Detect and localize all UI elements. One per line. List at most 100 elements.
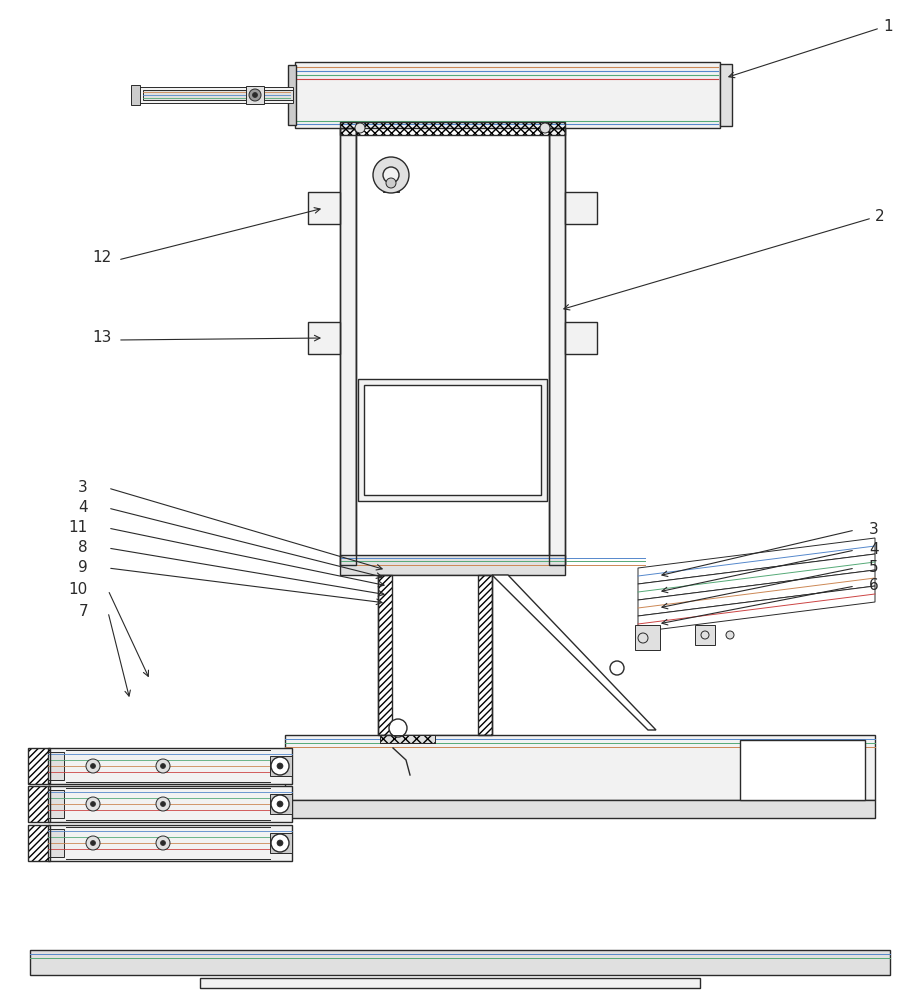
Circle shape xyxy=(156,797,170,811)
Bar xyxy=(380,735,435,743)
Bar xyxy=(48,752,64,780)
Bar xyxy=(135,87,292,103)
Bar xyxy=(564,322,596,354)
Circle shape xyxy=(277,801,283,807)
Text: 10: 10 xyxy=(69,582,88,597)
Circle shape xyxy=(90,801,96,806)
Bar xyxy=(634,625,659,650)
Bar xyxy=(720,64,732,126)
Circle shape xyxy=(389,719,406,737)
Circle shape xyxy=(271,757,289,775)
Circle shape xyxy=(90,840,96,845)
Bar xyxy=(357,379,547,501)
Bar xyxy=(380,735,435,743)
Circle shape xyxy=(85,797,100,811)
Bar xyxy=(295,62,720,128)
Circle shape xyxy=(85,836,100,850)
Polygon shape xyxy=(637,554,874,600)
Circle shape xyxy=(160,764,165,768)
Circle shape xyxy=(271,795,289,813)
Bar xyxy=(48,829,64,857)
Circle shape xyxy=(700,631,709,639)
Circle shape xyxy=(372,157,409,193)
Bar xyxy=(28,786,50,822)
Circle shape xyxy=(355,123,365,133)
Bar xyxy=(378,575,391,735)
Circle shape xyxy=(160,801,165,806)
Bar xyxy=(199,978,699,988)
Bar xyxy=(364,385,540,495)
Bar xyxy=(130,85,140,105)
Bar xyxy=(28,825,50,861)
Bar xyxy=(48,748,291,784)
Circle shape xyxy=(90,764,96,768)
Circle shape xyxy=(386,178,395,188)
Bar xyxy=(308,192,340,224)
Text: 13: 13 xyxy=(93,330,112,346)
Circle shape xyxy=(249,89,261,101)
Bar xyxy=(382,170,399,192)
Bar xyxy=(549,128,564,565)
Bar xyxy=(478,575,492,735)
Text: 9: 9 xyxy=(78,560,88,576)
Bar xyxy=(245,86,264,104)
Circle shape xyxy=(277,763,283,769)
Text: 8: 8 xyxy=(78,540,88,556)
Bar xyxy=(378,575,391,735)
Bar xyxy=(340,128,356,565)
Bar xyxy=(340,555,564,575)
Circle shape xyxy=(156,836,170,850)
Bar xyxy=(308,322,340,354)
Circle shape xyxy=(637,633,647,643)
Bar xyxy=(739,740,864,800)
Bar xyxy=(28,786,50,822)
Bar xyxy=(28,825,50,861)
Text: 5: 5 xyxy=(868,560,878,576)
Text: 3: 3 xyxy=(868,522,878,538)
Bar xyxy=(380,735,435,743)
Bar xyxy=(269,794,291,814)
Bar xyxy=(549,128,564,565)
Circle shape xyxy=(609,661,623,675)
Bar xyxy=(285,800,874,818)
Bar xyxy=(269,833,291,853)
Bar xyxy=(356,128,549,565)
Bar xyxy=(478,575,492,735)
Bar xyxy=(340,122,564,135)
Polygon shape xyxy=(637,586,874,632)
Bar xyxy=(340,122,564,135)
Circle shape xyxy=(160,840,165,845)
Circle shape xyxy=(85,759,100,773)
Circle shape xyxy=(725,631,733,639)
Polygon shape xyxy=(637,538,874,584)
Circle shape xyxy=(539,123,550,133)
Bar xyxy=(142,90,292,100)
Bar xyxy=(30,950,889,975)
Text: 12: 12 xyxy=(93,250,112,265)
Bar xyxy=(378,575,492,735)
Bar xyxy=(549,128,564,565)
Bar xyxy=(28,748,50,784)
Bar xyxy=(269,756,291,776)
Text: 1: 1 xyxy=(882,19,891,34)
Bar xyxy=(288,65,296,125)
Text: 3: 3 xyxy=(78,481,88,495)
Bar xyxy=(48,786,291,822)
Bar xyxy=(48,825,291,861)
Bar xyxy=(340,128,356,565)
Bar xyxy=(694,625,714,645)
Text: 6: 6 xyxy=(868,578,878,593)
Polygon shape xyxy=(637,570,874,616)
Text: 4: 4 xyxy=(78,500,88,516)
Polygon shape xyxy=(492,575,655,730)
Circle shape xyxy=(252,93,257,98)
Circle shape xyxy=(156,759,170,773)
Bar xyxy=(564,192,596,224)
Text: 2: 2 xyxy=(874,209,884,224)
Bar xyxy=(340,128,356,565)
Circle shape xyxy=(382,167,399,183)
Circle shape xyxy=(271,834,289,852)
Text: 7: 7 xyxy=(78,604,88,619)
Bar xyxy=(28,748,50,784)
Text: 11: 11 xyxy=(69,520,88,536)
